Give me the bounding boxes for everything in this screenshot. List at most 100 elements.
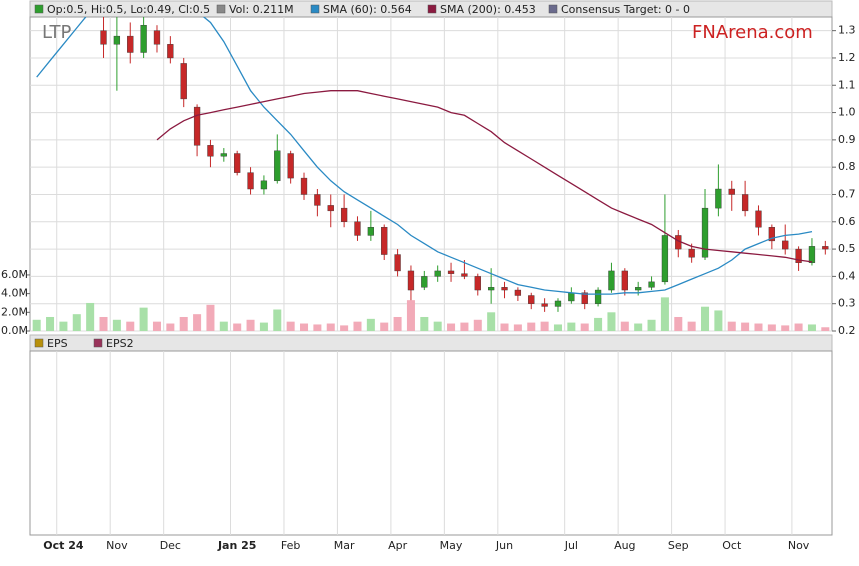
volume-bar — [246, 319, 255, 331]
candle-body — [608, 270, 615, 291]
x-tick-label: Aug — [614, 539, 635, 552]
y-tick-label: 0.7 — [838, 187, 856, 200]
y-tick-label: 1.3 — [838, 24, 856, 37]
candle-body — [528, 295, 535, 304]
candle-body — [701, 207, 709, 258]
candle-body — [474, 276, 481, 291]
candle-body — [447, 270, 455, 274]
volume-bar — [580, 323, 589, 331]
legend-swatch — [310, 4, 320, 14]
candle-body — [648, 281, 655, 288]
legend-label: SMA (60): 0.564 — [323, 3, 412, 16]
x-tick-label: Sep — [668, 539, 689, 552]
legend-label: Op:0.5, Hi:0.5, Lo:0.49, Cl:0.5 — [47, 3, 210, 16]
volume-bar — [433, 321, 442, 331]
legend-swatch — [34, 4, 44, 14]
x-tick-label: May — [440, 539, 463, 552]
volume-bar — [460, 322, 469, 331]
candle-body — [274, 150, 281, 182]
candle-body — [421, 276, 428, 288]
volume-bar — [794, 323, 803, 331]
legend-label: Consensus Target: 0 - 0 — [561, 3, 690, 16]
volume-bar — [714, 310, 723, 331]
volume-bar — [366, 318, 375, 331]
volume-bar — [286, 321, 295, 331]
y-tick-label: 0.6 — [838, 215, 856, 228]
volume-bar — [687, 321, 696, 331]
y-tick-label: 0.4 — [838, 269, 856, 282]
volume-bar — [259, 322, 268, 331]
volume-bar — [166, 323, 175, 331]
volume-bar — [660, 297, 669, 331]
volume-bar — [99, 316, 108, 331]
volume-bar — [72, 314, 81, 331]
candle-body — [728, 188, 735, 195]
candle-body — [461, 273, 468, 277]
volume-bar — [754, 323, 763, 331]
y-tick-label: 0.5 — [838, 242, 856, 255]
candle-body — [300, 177, 308, 195]
legend-label: SMA (200): 0.453 — [440, 3, 536, 16]
x-tick-label: Dec — [160, 539, 181, 552]
volume-bar — [420, 316, 429, 331]
volume-bar — [513, 324, 522, 331]
x-tick-label: Nov — [788, 539, 810, 552]
volume-bar — [273, 309, 282, 331]
candle-body — [340, 207, 348, 222]
x-tick-label: Feb — [281, 539, 300, 552]
volume-bar — [540, 321, 549, 331]
candle-body — [434, 270, 441, 277]
watermark: FNArena.com — [692, 22, 813, 43]
candle-body — [140, 24, 147, 53]
candle-body — [314, 194, 321, 206]
volume-bar — [32, 319, 41, 331]
candle-body — [180, 63, 187, 100]
lower-legend-label: EPS — [47, 337, 68, 350]
volume-bar — [607, 312, 616, 331]
sma-line — [156, 90, 813, 263]
volume-bar — [393, 316, 402, 331]
x-tick-label: Jul — [564, 539, 578, 552]
y-tick-label: 1.0 — [838, 106, 856, 119]
volume-bar — [86, 302, 95, 331]
volume-bar — [152, 321, 161, 331]
grid-layer — [30, 17, 832, 535]
y2-tick-label: 0.0M — [1, 324, 28, 337]
candle-body — [327, 205, 334, 212]
candle-body — [287, 153, 294, 179]
candle-body — [381, 227, 388, 255]
y-tick-label: 0.8 — [838, 160, 856, 173]
volume-bar — [139, 307, 148, 331]
candle-body — [488, 287, 495, 291]
volume-bar — [473, 319, 482, 331]
volume-bar — [674, 316, 683, 331]
volume-bar — [300, 323, 309, 331]
x-tick-label: Jan 25 — [217, 539, 256, 552]
volume-bar — [767, 324, 776, 331]
candle-body — [234, 153, 241, 173]
candle-body — [207, 145, 214, 157]
candle-body — [688, 248, 695, 258]
volume-bar — [647, 319, 656, 331]
candle-body — [394, 254, 401, 272]
volume-bar — [447, 323, 456, 331]
candle-body — [635, 287, 642, 291]
volume-bar — [727, 321, 736, 331]
candle-body — [741, 194, 749, 212]
legend-swatch — [216, 4, 226, 14]
volume-bar — [126, 321, 135, 331]
candle-body — [407, 270, 415, 291]
candle-body — [621, 270, 628, 291]
volume-bar — [807, 324, 816, 331]
x-tick-label: Apr — [388, 539, 408, 552]
x-tick-label: Nov — [106, 539, 128, 552]
candle-body — [594, 289, 602, 304]
x-tick-label: Jun — [495, 539, 513, 552]
volume-bar — [112, 319, 121, 331]
candle-body — [260, 180, 268, 190]
sma-line — [36, 17, 813, 295]
volume-bar — [500, 323, 509, 331]
candle-body — [354, 221, 361, 236]
x-tick-label: Mar — [334, 539, 355, 552]
y2-tick-label: 2.0M — [1, 305, 28, 318]
